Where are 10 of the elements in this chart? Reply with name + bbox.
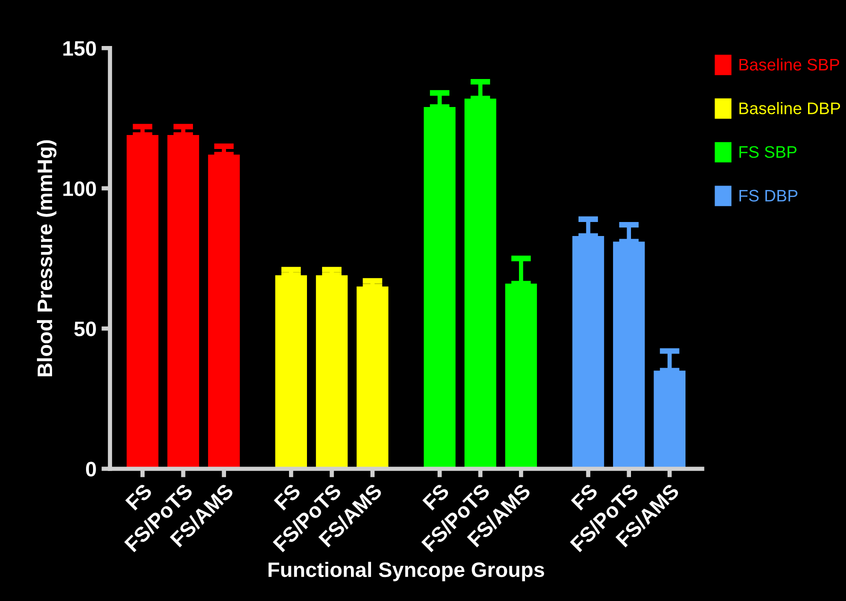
legend-label: Baseline DBP — [739, 102, 840, 114]
legend-label: FS SBP — [739, 146, 796, 158]
legend-label: FS DBP — [739, 190, 798, 202]
y-axis-title: Blood Pressure (mmHg) — [36, 140, 56, 376]
x-axis-title: Functional Syncope Groups — [268, 562, 544, 582]
y-tick-label: 150 — [63, 41, 96, 56]
y-tick-label: 0 — [86, 462, 96, 477]
y-tick-label: 50 — [74, 322, 96, 336]
y-tick-label: 100 — [63, 181, 96, 196]
legend-label: Baseline SBP — [739, 58, 840, 71]
